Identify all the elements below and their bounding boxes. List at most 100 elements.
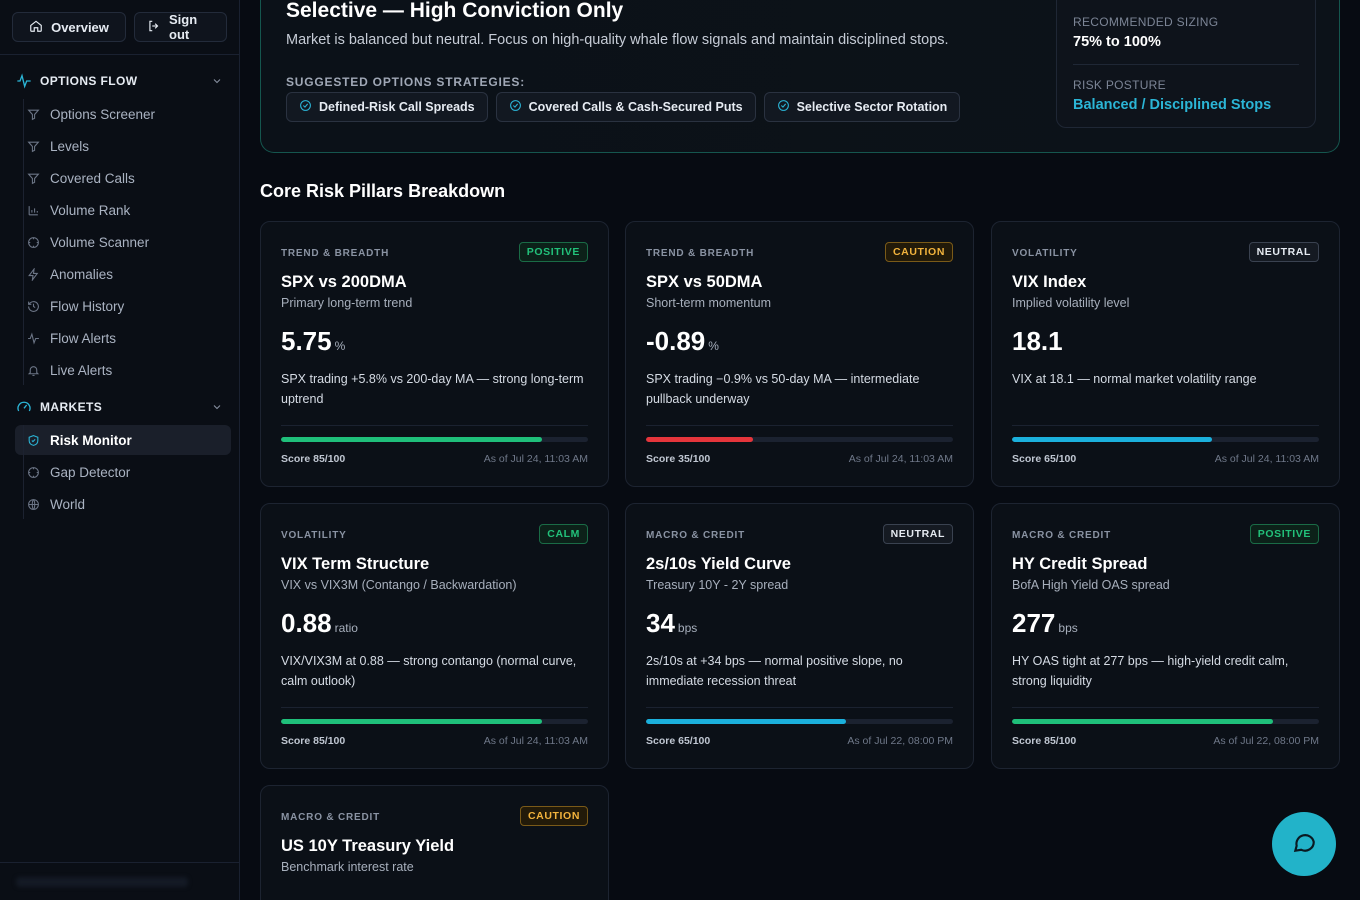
regime-hero-card: Selective — High Conviction Only Market … [260,0,1340,153]
strategy-chip[interactable]: Defined-Risk Call Spreads [286,92,488,122]
card-value-number: 18.1 [1012,326,1063,356]
card-score: Score 85/100 [281,453,346,465]
score-bar-fill [1012,719,1273,724]
sizing-card: RECOMMENDED SIZING 75% to 100% RISK POST… [1056,0,1316,128]
card-title: VIX Index [1012,273,1087,291]
risk-pillar-card[interactable]: TREND & BREADTH CAUTION SPX vs 50DMA Short-… [625,221,974,487]
card-divider [281,425,588,426]
sidebar-item-levels[interactable]: Levels [15,131,231,161]
card-divider [646,425,953,426]
card-subtitle: Treasury 10Y - 2Y spread [646,578,789,592]
sidebar-item-options-screener[interactable]: Options Screener [15,99,231,129]
options-flow-nav: Options Screener Levels Covered Calls Vo… [0,99,239,385]
strategy-chip[interactable]: Selective Sector Rotation [763,92,961,122]
section-markets[interactable]: MARKETS [0,391,239,423]
card-divider [1012,707,1319,708]
score-bar [281,719,588,724]
risk-pillar-card[interactable]: VOLATILITY CALM VIX Term Structure VIX vs V… [260,503,609,769]
card-title: HY Credit Spread [1012,555,1148,573]
sidebar-top-actions: Overview Sign out [0,0,239,55]
globe-icon [26,497,40,511]
card-value-unit: bps [677,621,698,635]
sidebar-item-flow-history[interactable]: Flow History [15,291,231,321]
card-category: TREND & BREADTH [281,248,390,259]
status-badge: CALM [539,524,588,544]
sidebar-item-label: Levels [50,138,90,154]
sidebar-item-label: World [50,496,86,512]
chevron-down-icon [211,75,223,87]
sidebar-item-world[interactable]: World [15,489,231,519]
risk-pillar-card[interactable]: MACRO & CREDIT CAUTION US 10Y Treasury Yie… [260,785,609,900]
sign-out-icon [147,19,161,36]
card-category: MACRO & CREDIT [1012,530,1111,541]
risk-pillar-card[interactable]: MACRO & CREDIT POSITIVE HY Credit Spread Bo… [991,503,1340,769]
status-badge: POSITIVE [518,242,588,262]
card-title: 2s/10s Yield Curve [646,555,791,573]
status-badge: NEUTRAL [882,524,953,544]
score-bar-fill [646,719,846,724]
card-subtitle: Primary long-term trend [281,296,413,310]
card-value: 34 bps [646,608,697,639]
sizing-label: RECOMMENDED SIZING [1073,15,1219,29]
regime-title: Selective — High Conviction Only [286,0,624,22]
sidebar-item-label: Volume Scanner [50,234,150,250]
card-subtitle: BofA High Yield OAS spread [1012,578,1170,592]
risk-pillar-card[interactable]: MACRO & CREDIT NEUTRAL 2s/10s Yield Curve T… [625,503,974,769]
sidebar-item-label: Flow History [50,298,125,314]
filter-icon [26,171,40,185]
sidebar-item-volume-scanner[interactable]: Volume Scanner [15,227,231,257]
sidebar-item-anomalies[interactable]: Anomalies [15,259,231,289]
strategy-chip[interactable]: Covered Calls & Cash-Secured Puts [495,92,756,122]
sidebar-item-gap-detector[interactable]: Gap Detector [15,457,231,487]
sign-out-button[interactable]: Sign out [134,12,227,42]
card-score: Score 85/100 [281,735,346,747]
section-markets-label: MARKETS [40,400,103,414]
posture-value: Balanced / Disciplined Stops [1073,97,1272,113]
card-value: -0.89% [646,326,719,357]
sidebar-item-label: Volume Rank [50,202,131,218]
card-score: Score 65/100 [1012,453,1077,465]
sidebar-item-flow-alerts[interactable]: Flow Alerts [15,323,231,353]
strategy-label: Selective Sector Rotation [796,100,948,114]
score-bar [1012,719,1319,724]
history-icon [26,299,40,313]
bolt-icon [26,267,40,281]
card-timestamp: As of Jul 24, 11:03 AM [848,453,953,465]
card-title: VIX Term Structure [281,555,430,573]
card-category: MACRO & CREDIT [646,530,745,541]
score-bar-fill [1012,437,1212,442]
card-value-number: 0.88 [281,608,332,638]
risk-pillar-card[interactable]: VOLATILITY NEUTRAL VIX Index Implied volati… [991,221,1340,487]
sizing-value: 75% to 100% [1073,34,1161,50]
sidebar-item-risk-monitor[interactable]: Risk Monitor [15,425,231,455]
risk-pillar-card[interactable]: TREND & BREADTH POSITIVE SPX vs 200DMA Prim… [260,221,609,487]
card-timestamp: As of Jul 24, 11:03 AM [483,735,588,747]
section-options-flow[interactable]: OPTIONS FLOW [0,65,239,97]
card-value: 18.1 [1012,326,1066,357]
card-description: SPX trading +5.8% vs 200-day MA — strong… [281,372,584,406]
card-score: Score 35/100 [646,453,711,465]
gauge-icon [16,399,32,415]
sidebar-item-covered-calls[interactable]: Covered Calls [15,163,231,193]
chat-button[interactable] [1272,812,1336,876]
sidebar-item-volume-rank[interactable]: Volume Rank [15,195,231,225]
card-value-unit: bps [1058,621,1078,635]
score-bar-fill [281,719,542,724]
status-badge: CAUTION [519,806,588,826]
scanner-icon [26,465,40,479]
strategy-label: Defined-Risk Call Spreads [319,100,475,114]
overview-button[interactable]: Overview [12,12,126,42]
card-category: TREND & BREADTH [646,248,755,259]
card-score: Score 85/100 [1012,735,1077,747]
status-badge: POSITIVE [1249,524,1319,544]
sidebar-item-live-alerts[interactable]: Live Alerts [15,355,231,385]
strategy-label: Covered Calls & Cash-Secured Puts [528,100,743,114]
section-title: Core Risk Pillars Breakdown [260,181,506,201]
shield-icon [26,433,40,447]
card-value-number: -0.89 [646,326,706,356]
card-timestamp: As of Jul 22, 08:00 PM [1213,735,1319,747]
card-timestamp: As of Jul 22, 08:00 PM [847,735,953,747]
card-value-number: 5.75 [281,326,332,356]
card-value-number: 34 [646,608,675,638]
bar-chart-icon [26,203,40,217]
